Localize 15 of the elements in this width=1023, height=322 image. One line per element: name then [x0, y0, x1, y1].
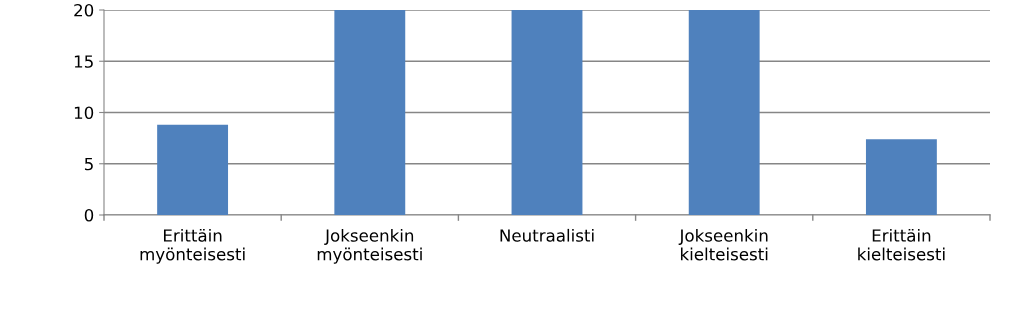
bar	[334, 10, 406, 215]
x-tick-label: Neutraalisti	[500, 228, 594, 242]
y-tick-label: 10	[74, 106, 94, 120]
y-tick-label: 0	[84, 208, 94, 222]
bar	[688, 10, 760, 215]
bar	[865, 139, 937, 215]
y-tick-label: 15	[74, 55, 93, 68]
x-tick-label: Erittäin myönteisesti	[140, 228, 245, 264]
x-tick-label: Jokseenkin myönteisesti	[317, 228, 422, 264]
bar	[157, 124, 229, 215]
x-tick-label: Jokseenkin kielteisesti	[678, 228, 768, 261]
y-tick-label: 5	[84, 157, 93, 171]
bar	[511, 10, 583, 215]
y-tick-label: 20	[74, 3, 94, 17]
x-tick-label: Erittäin kielteisesti	[858, 228, 945, 261]
